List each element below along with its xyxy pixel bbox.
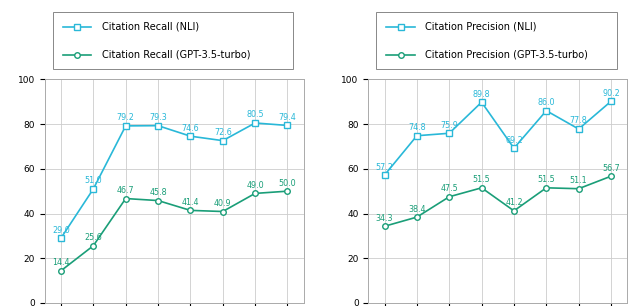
Text: 86.0: 86.0: [538, 98, 555, 107]
Text: 72.6: 72.6: [214, 128, 232, 137]
Text: 51.1: 51.1: [570, 176, 588, 185]
FancyBboxPatch shape: [52, 12, 293, 69]
Text: 74.6: 74.6: [182, 124, 199, 132]
Text: 45.8: 45.8: [149, 188, 167, 197]
FancyBboxPatch shape: [376, 12, 617, 69]
Text: Citation Recall (GPT-3.5-turbo): Citation Recall (GPT-3.5-turbo): [102, 50, 250, 60]
Text: 40.9: 40.9: [214, 199, 232, 208]
Text: 57.2: 57.2: [376, 162, 394, 172]
Text: 79.2: 79.2: [116, 113, 134, 122]
Text: 14.4: 14.4: [52, 258, 70, 267]
Text: 77.8: 77.8: [570, 117, 588, 125]
Text: 51.5: 51.5: [473, 175, 490, 184]
Text: 79.3: 79.3: [149, 113, 167, 122]
Text: 89.8: 89.8: [473, 90, 490, 99]
Text: 34.3: 34.3: [376, 214, 394, 223]
Text: 79.4: 79.4: [278, 113, 296, 122]
Text: 51.5: 51.5: [538, 175, 555, 184]
Text: Citation Precision (GPT-3.5-turbo): Citation Precision (GPT-3.5-turbo): [426, 50, 588, 60]
Text: 41.2: 41.2: [505, 198, 523, 207]
Text: 47.5: 47.5: [440, 184, 458, 193]
Text: 38.4: 38.4: [408, 204, 426, 214]
Text: 46.7: 46.7: [117, 186, 134, 195]
Text: 74.8: 74.8: [408, 123, 426, 132]
Text: 75.9: 75.9: [440, 121, 458, 130]
Text: 90.2: 90.2: [602, 89, 620, 98]
Text: Citation Precision (NLI): Citation Precision (NLI): [426, 22, 537, 32]
Text: 41.4: 41.4: [182, 198, 199, 207]
Text: 49.0: 49.0: [246, 181, 264, 190]
Text: 25.6: 25.6: [84, 233, 102, 242]
Text: Citation Recall (NLI): Citation Recall (NLI): [102, 22, 199, 32]
Text: 69.2: 69.2: [505, 136, 523, 145]
Text: 29.0: 29.0: [52, 226, 70, 235]
Text: 80.5: 80.5: [246, 110, 264, 119]
Text: 56.7: 56.7: [602, 164, 620, 173]
Text: 51.0: 51.0: [84, 176, 102, 185]
Text: 50.0: 50.0: [278, 179, 296, 188]
